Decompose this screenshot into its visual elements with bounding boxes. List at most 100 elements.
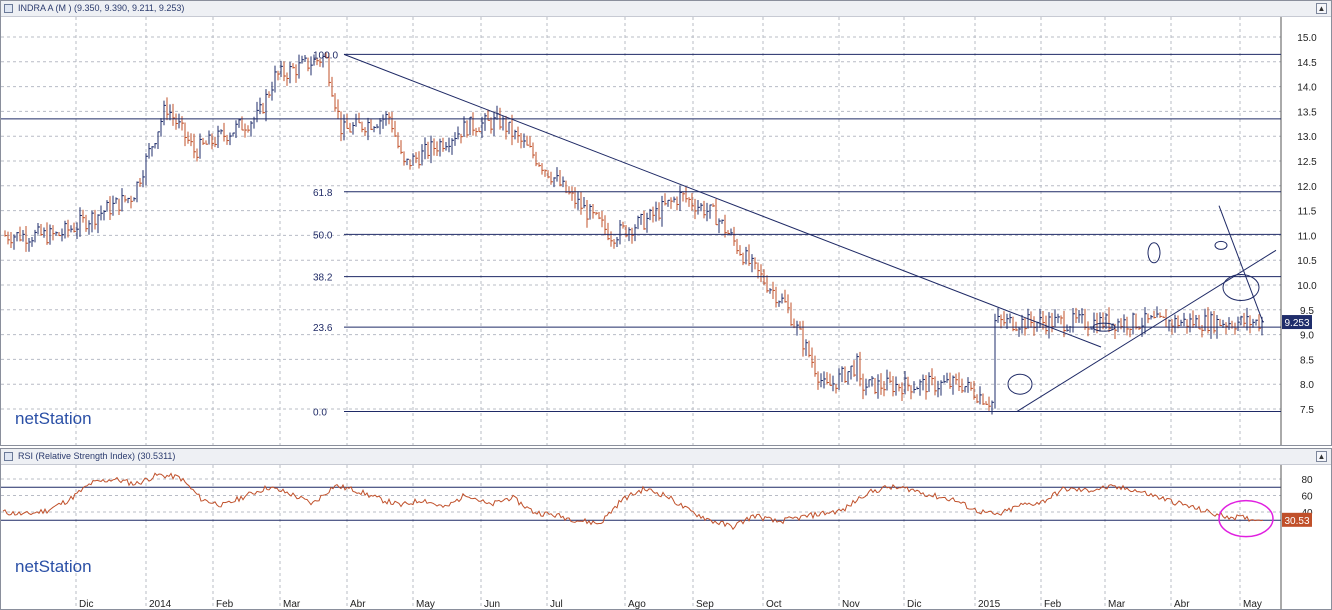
ohlc-bar bbox=[43, 227, 46, 238]
ohlc-bar bbox=[1129, 328, 1132, 338]
ohlc-bar bbox=[67, 219, 70, 238]
ohlc-bar bbox=[745, 246, 748, 265]
last-value-label: 30.53 bbox=[1284, 516, 1309, 527]
ohlc-bar bbox=[1078, 309, 1081, 323]
fib-level-label: 38.2 bbox=[313, 273, 333, 284]
ohlc-bar bbox=[508, 121, 511, 135]
y-tick-label: 80 bbox=[1301, 475, 1313, 486]
price-chart[interactable]: 15.0 14.5 14.0 13.5 13.0 12.5 12.0 11.5 11.0 10.5… bbox=[1, 17, 1331, 445]
x-tick-label: Sep bbox=[696, 599, 714, 609]
rsi-chart[interactable]: 80604030.53Dic2014FebMarAbrMayJunJulAgoS… bbox=[1, 465, 1331, 609]
ohlc-bar bbox=[646, 212, 649, 233]
trend-line bbox=[1218, 205, 1264, 323]
ohlc-bar bbox=[121, 188, 124, 212]
ohlc-bar bbox=[619, 219, 622, 245]
ohlc-bar bbox=[529, 136, 532, 148]
maximize-button[interactable]: ▲ bbox=[1316, 451, 1327, 462]
ohlc-bar bbox=[103, 210, 106, 221]
ohlc-bar bbox=[1066, 324, 1069, 332]
ohlc-bar bbox=[109, 196, 112, 220]
ohlc-bar bbox=[1156, 306, 1159, 318]
ohlc-bar bbox=[232, 132, 235, 137]
ohlc-bar bbox=[1237, 316, 1240, 332]
ohlc-bar bbox=[1054, 309, 1057, 328]
ohlc-bar bbox=[364, 127, 367, 137]
ohlc-bar bbox=[1057, 313, 1060, 324]
ohlc-bar bbox=[778, 300, 781, 307]
chart-window-icon bbox=[4, 4, 13, 13]
ohlc-bar bbox=[703, 200, 706, 219]
y-tick-label: 14.0 bbox=[1297, 83, 1317, 94]
ohlc-bar bbox=[421, 144, 424, 166]
ohlc-bar bbox=[796, 320, 799, 336]
ohlc-bar bbox=[1243, 312, 1246, 327]
ohlc-bar bbox=[607, 222, 610, 241]
ohlc-bar bbox=[1186, 319, 1189, 334]
ohlc-bar bbox=[682, 191, 685, 202]
maximize-button[interactable]: ▲ bbox=[1316, 3, 1327, 14]
ohlc-bar bbox=[562, 176, 565, 188]
ohlc-bar bbox=[817, 371, 820, 390]
ohlc-bar bbox=[532, 142, 535, 159]
ohlc-bar bbox=[880, 373, 883, 395]
ohlc-bar bbox=[631, 227, 634, 244]
ohlc-bar bbox=[757, 262, 760, 279]
ohlc-bar bbox=[1039, 308, 1042, 328]
ohlc-bar bbox=[283, 61, 286, 82]
ohlc-bar bbox=[580, 191, 583, 215]
ohlc-bar bbox=[820, 373, 823, 388]
ohlc-bar bbox=[1033, 316, 1036, 336]
ohlc-bar bbox=[1234, 322, 1237, 335]
ohlc-bar bbox=[907, 376, 910, 392]
ohlc-bar bbox=[133, 197, 136, 202]
ohlc-bar bbox=[301, 55, 304, 64]
ohlc-bar bbox=[454, 132, 457, 146]
ohlc-bar bbox=[184, 122, 187, 147]
ohlc-bar bbox=[352, 122, 355, 135]
ohlc-bar bbox=[76, 222, 79, 240]
ohlc-bar bbox=[1147, 313, 1150, 324]
ohlc-bar bbox=[1099, 312, 1102, 332]
ohlc-bar bbox=[901, 382, 904, 401]
ohlc-bar bbox=[13, 234, 16, 250]
ohlc-bar bbox=[775, 286, 778, 308]
ohlc-bar bbox=[187, 131, 190, 144]
ohlc-bar bbox=[1144, 307, 1147, 335]
ohlc-bar bbox=[316, 57, 319, 66]
annotation-ellipse bbox=[1007, 373, 1033, 395]
ohlc-bar bbox=[10, 231, 13, 248]
ohlc-bar bbox=[910, 385, 913, 400]
ohlc-bar bbox=[769, 288, 772, 294]
ohlc-bar bbox=[604, 215, 607, 236]
ohlc-bar bbox=[934, 376, 937, 396]
ohlc-bar bbox=[826, 372, 829, 385]
ohlc-bar bbox=[1225, 322, 1228, 335]
ohlc-bar bbox=[61, 228, 64, 242]
ohlc-bar bbox=[40, 224, 43, 236]
price-panel-titlebar: INDRA A (M ) (9.350, 9.390, 9.211, 9.253… bbox=[1, 1, 1331, 17]
ohlc-bar bbox=[685, 186, 688, 203]
annotation-ellipse bbox=[1214, 240, 1228, 250]
ohlc-bar bbox=[190, 133, 193, 147]
ohlc-bar bbox=[286, 72, 289, 86]
ohlc-bar bbox=[919, 379, 922, 396]
ohlc-bar bbox=[235, 120, 238, 138]
ohlc-bar bbox=[307, 57, 310, 72]
ohlc-bar bbox=[1114, 323, 1117, 339]
ohlc-bar bbox=[706, 202, 709, 222]
ohlc-bar bbox=[691, 193, 694, 211]
ohlc-bar bbox=[64, 220, 67, 239]
ohlc-bar bbox=[1213, 311, 1216, 334]
ohlc-bar bbox=[391, 111, 394, 133]
ohlc-bar bbox=[1012, 316, 1015, 332]
ohlc-bar bbox=[535, 151, 538, 167]
ohlc-bar bbox=[751, 254, 754, 273]
ohlc-bar bbox=[895, 376, 898, 396]
ohlc-bar bbox=[538, 162, 541, 167]
ohlc-bar bbox=[1174, 314, 1177, 333]
ohlc-bar bbox=[244, 123, 247, 138]
ohlc-bar bbox=[49, 224, 52, 245]
ohlc-bar bbox=[130, 195, 133, 209]
ohlc-bar bbox=[400, 140, 403, 155]
ohlc-bar bbox=[358, 112, 361, 124]
